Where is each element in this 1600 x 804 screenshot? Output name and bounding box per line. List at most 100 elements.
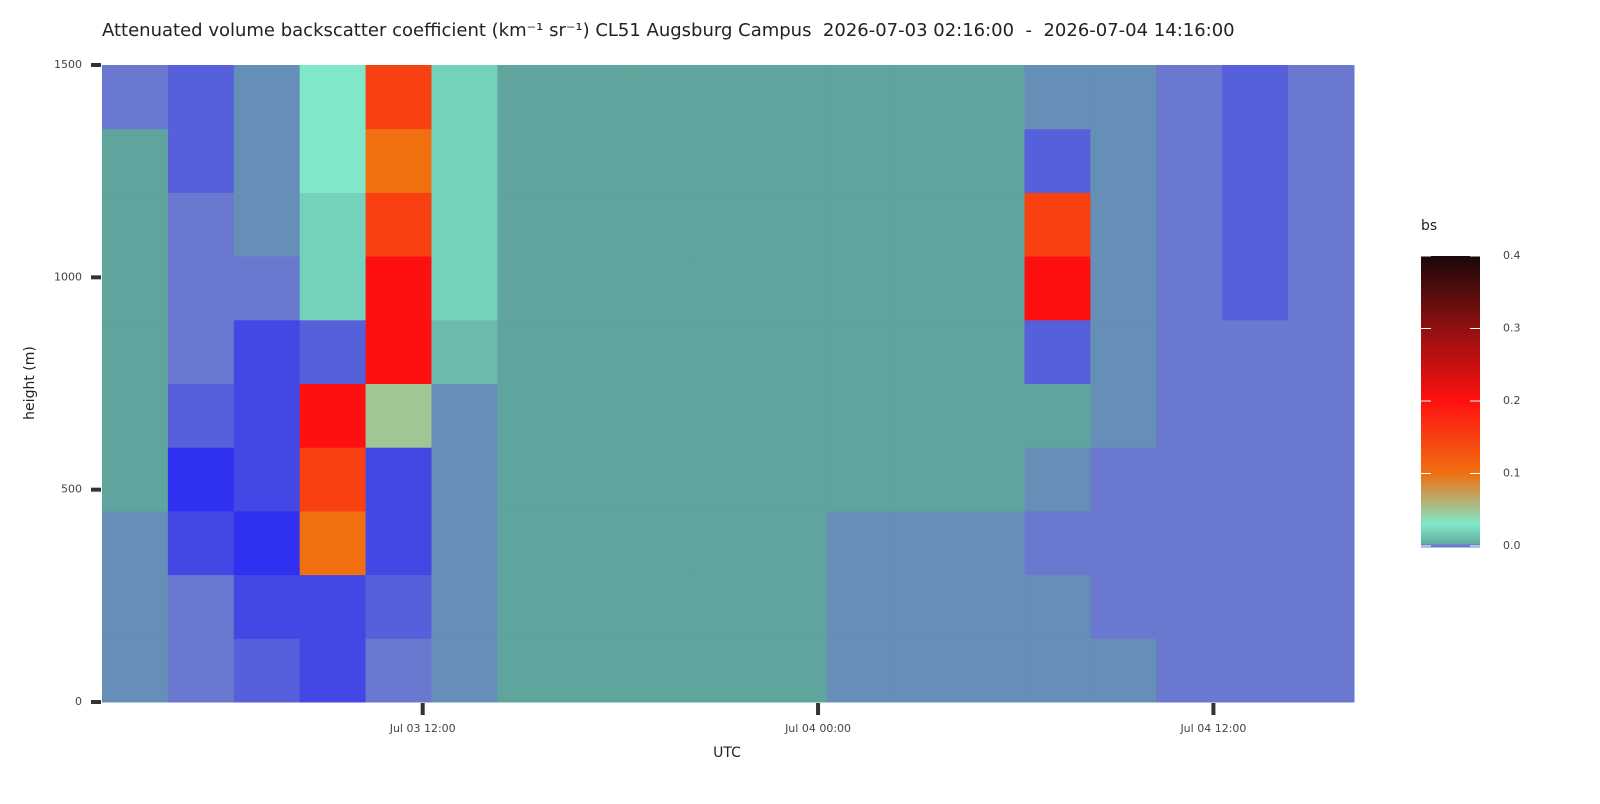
heatmap-cell <box>958 383 1026 448</box>
heatmap-cell <box>826 65 894 130</box>
heatmap-cell <box>299 447 367 512</box>
heatmap-cell <box>760 638 828 703</box>
heatmap-cell <box>563 256 630 321</box>
heatmap-cell <box>365 574 432 639</box>
heatmap-cell <box>299 574 367 639</box>
heatmap-cell <box>1156 574 1223 639</box>
heatmap-cell <box>892 319 960 384</box>
heatmap-cell <box>365 192 432 257</box>
heatmap-cell <box>958 319 1026 384</box>
heatmap-cell <box>233 510 301 576</box>
heatmap-cell <box>629 638 696 703</box>
heatmap-cell <box>629 65 696 130</box>
heatmap-cell <box>629 383 696 448</box>
heatmap-cell <box>826 256 894 321</box>
y-axis-label: height (m) <box>22 346 38 420</box>
heatmap-cell <box>760 128 828 193</box>
heatmap-cell <box>1222 510 1289 576</box>
heatmap-cell <box>1024 383 1091 448</box>
heatmap-cell <box>892 638 960 703</box>
heatmap-cell <box>958 65 1026 130</box>
heatmap-cell <box>233 256 301 321</box>
heatmap-cell <box>167 447 235 512</box>
colorbar-tick-label: 0.4 <box>1503 249 1521 262</box>
heatmap-cell <box>233 65 301 130</box>
heatmap-cell <box>233 447 301 512</box>
heatmap-cell <box>431 128 498 193</box>
heatmap-cell <box>695 192 762 257</box>
heatmap-cell <box>1222 574 1289 639</box>
heatmap-cell <box>826 447 894 512</box>
heatmap-cell <box>1288 65 1355 130</box>
heatmap-cell <box>958 256 1026 321</box>
heatmap-cell <box>1090 638 1157 703</box>
heatmap-cell <box>1222 383 1289 448</box>
heatmap-cell <box>1156 447 1223 512</box>
heatmap-cell <box>760 447 828 512</box>
heatmap-cell <box>1222 128 1289 193</box>
heatmap-cell <box>1288 574 1355 639</box>
heatmap-cell <box>563 574 630 639</box>
heatmap-cell <box>233 128 301 193</box>
heatmap-cell <box>497 383 564 448</box>
heatmap-cell <box>431 638 498 703</box>
heatmap-cell <box>167 128 235 193</box>
heatmap-cell <box>365 256 432 321</box>
heatmap-cell <box>1156 128 1223 193</box>
heatmap-cell <box>695 383 762 448</box>
heatmap-cell <box>1222 638 1289 703</box>
heatmap-cell <box>1156 510 1223 576</box>
heatmap-cell <box>365 383 432 448</box>
heatmap-cell <box>102 510 169 576</box>
heatmap-cell <box>167 256 235 321</box>
heatmap-cell <box>1090 447 1157 512</box>
heatmap-cell <box>365 510 432 576</box>
heatmap-cell <box>365 319 432 384</box>
heatmap-cell <box>299 638 367 703</box>
heatmap-cell <box>299 65 367 130</box>
heatmap-cell <box>1222 319 1289 384</box>
heatmap-cell <box>1024 447 1091 512</box>
heatmap-cell <box>167 574 235 639</box>
heatmap-cell <box>760 65 828 130</box>
heatmap-cell <box>629 510 696 576</box>
heatmap-cell <box>1090 192 1157 257</box>
heatmap-cell <box>695 638 762 703</box>
heatmap-cell <box>695 574 762 639</box>
heatmap-cell <box>695 256 762 321</box>
heatmap-cell <box>497 319 564 384</box>
y-tick-label: 0 <box>75 695 82 708</box>
heatmap-cell <box>1288 192 1355 257</box>
heatmap-cell <box>958 510 1026 576</box>
heatmap-cell <box>497 510 564 576</box>
heatmap-cell <box>1222 256 1289 321</box>
heatmap-cell <box>1024 65 1091 130</box>
heatmap-cell <box>431 510 498 576</box>
heatmap-cell <box>102 638 169 703</box>
heatmap-cell <box>1090 510 1157 576</box>
heatmap-cell <box>167 383 235 448</box>
heatmap-cell <box>958 574 1026 639</box>
heatmap-cell <box>497 192 564 257</box>
heatmap-cell <box>892 192 960 257</box>
heatmap-cell <box>431 383 498 448</box>
heatmap-cell <box>1024 192 1091 257</box>
heatmap-cell <box>892 65 960 130</box>
heatmap-cell <box>629 128 696 193</box>
heatmap-cell <box>497 65 564 130</box>
heatmap-cell <box>563 638 630 703</box>
heatmap-cell <box>167 65 235 130</box>
heatmap-cell <box>958 447 1026 512</box>
heatmap-cell <box>299 383 367 448</box>
heatmap-cell <box>1090 574 1157 639</box>
heatmap-cell <box>365 65 432 130</box>
x-tick-label: Jul 04 00:00 <box>784 722 851 735</box>
heatmap-cell <box>760 383 828 448</box>
heatmap-cell <box>695 447 762 512</box>
heatmap-cell <box>1288 319 1355 384</box>
heatmap-cell <box>760 256 828 321</box>
heatmap-cell <box>497 128 564 193</box>
heatmap-cell <box>102 447 169 512</box>
heatmap-cell <box>1090 319 1157 384</box>
